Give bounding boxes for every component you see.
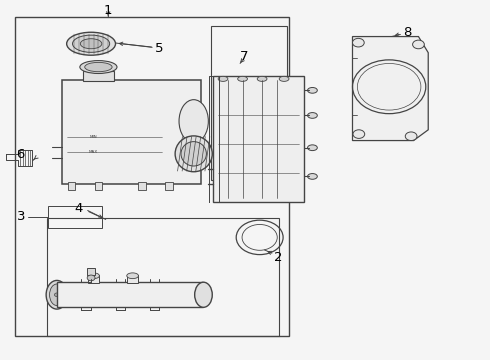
- Text: 4: 4: [74, 202, 83, 215]
- Text: 6: 6: [16, 148, 24, 161]
- Bar: [213, 76, 304, 202]
- Bar: [165, 182, 173, 190]
- Bar: [88, 275, 99, 283]
- Ellipse shape: [218, 76, 228, 81]
- Text: 2: 2: [274, 251, 282, 264]
- Circle shape: [413, 40, 424, 49]
- Ellipse shape: [88, 273, 99, 279]
- Text: MAX: MAX: [89, 150, 98, 154]
- Ellipse shape: [195, 282, 212, 307]
- Text: 5: 5: [155, 41, 164, 54]
- Bar: [57, 282, 203, 307]
- Bar: [15, 17, 289, 336]
- Circle shape: [405, 132, 417, 140]
- Text: 1: 1: [104, 4, 112, 17]
- Bar: [139, 182, 147, 190]
- Bar: [82, 71, 114, 81]
- Ellipse shape: [127, 273, 139, 279]
- Ellipse shape: [279, 76, 289, 81]
- Ellipse shape: [308, 113, 318, 118]
- Ellipse shape: [46, 280, 68, 309]
- Circle shape: [87, 275, 95, 281]
- Ellipse shape: [179, 100, 208, 143]
- Ellipse shape: [80, 39, 102, 49]
- Bar: [211, 26, 287, 180]
- Bar: [87, 268, 95, 275]
- Bar: [127, 275, 139, 283]
- Ellipse shape: [308, 174, 318, 179]
- Circle shape: [352, 39, 364, 47]
- Ellipse shape: [308, 87, 318, 93]
- Ellipse shape: [308, 145, 318, 150]
- Ellipse shape: [175, 136, 212, 172]
- Bar: [68, 182, 75, 190]
- Bar: [47, 218, 279, 336]
- Ellipse shape: [85, 62, 112, 72]
- Ellipse shape: [181, 141, 206, 166]
- Circle shape: [353, 130, 365, 138]
- Bar: [48, 206, 102, 228]
- Text: 8: 8: [403, 26, 412, 39]
- Bar: [95, 182, 102, 190]
- Ellipse shape: [80, 60, 117, 73]
- Bar: [62, 80, 201, 184]
- Ellipse shape: [49, 284, 64, 306]
- Text: MIN: MIN: [90, 135, 98, 139]
- Ellipse shape: [238, 76, 247, 81]
- Ellipse shape: [73, 35, 110, 52]
- Text: 3: 3: [17, 210, 25, 223]
- Text: 7: 7: [240, 50, 248, 63]
- Ellipse shape: [67, 32, 116, 55]
- Circle shape: [54, 293, 59, 297]
- Ellipse shape: [257, 76, 267, 81]
- Polygon shape: [352, 37, 428, 140]
